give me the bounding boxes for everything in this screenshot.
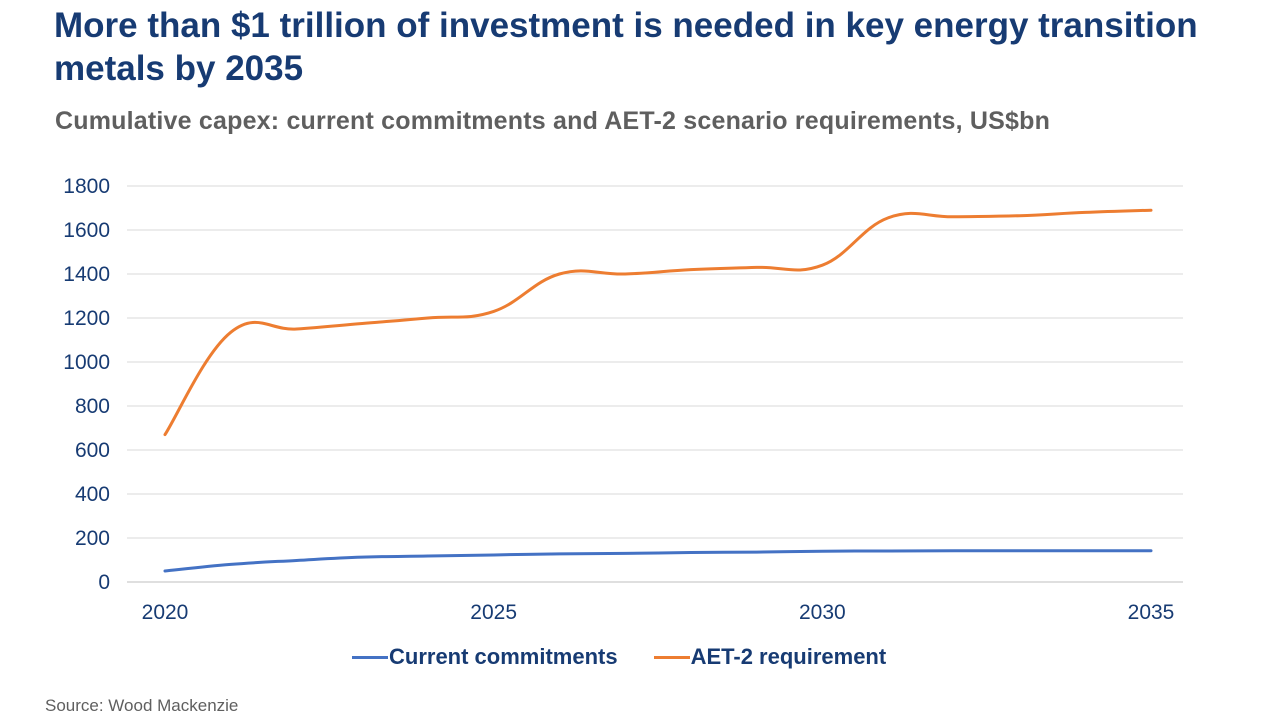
y-tick-label-1800: 1800 <box>63 175 110 198</box>
y-tick-label-600: 600 <box>75 439 110 462</box>
x-tick-label-2020: 2020 <box>142 601 189 624</box>
series-line-current-commitments <box>163 549 1153 573</box>
legend-item-aet2-requirement: AET-2 requirement <box>653 644 887 670</box>
y-tick-label-1200: 1200 <box>63 307 110 330</box>
y-tick-label-400: 400 <box>75 483 110 506</box>
legend-label-current-commitments: Current commitments <box>389 644 618 669</box>
chart-subtitle: Cumulative capex: current commitments an… <box>55 107 1051 135</box>
series-lines <box>163 208 1153 573</box>
y-tick-label-1400: 1400 <box>63 263 110 286</box>
x-tick-label-2030: 2030 <box>799 601 846 624</box>
y-tick-label-800: 800 <box>75 395 110 418</box>
series-line-aet-2-requirement <box>163 208 1153 437</box>
gridlines <box>127 185 1183 583</box>
y-tick-label-200: 200 <box>75 527 110 550</box>
legend-item-current-commitments: Current commitments <box>352 644 618 670</box>
legend-label-aet2-requirement: AET-2 requirement <box>690 644 887 669</box>
x-tick-label-2025: 2025 <box>470 601 517 624</box>
y-tick-label-1600: 1600 <box>63 219 110 242</box>
x-tick-label-2035: 2035 <box>1128 601 1175 624</box>
y-tick-label-0: 0 <box>98 571 110 594</box>
chart-title: More than $1 trillion of investment is n… <box>54 6 1198 88</box>
source-note: Source: Wood Mackenzie <box>45 696 239 715</box>
y-axis-ticks: 0 200 400 600 800 1000 1200 1400 1600 1800 <box>63 175 110 594</box>
y-tick-label-1000: 1000 <box>63 351 110 374</box>
legend: Current commitments AET-2 requirement <box>352 642 922 672</box>
x-axis-ticks: 2020 2025 2030 2035 <box>142 601 1175 624</box>
legend-swatch-current-commitments <box>352 655 388 659</box>
legend-swatch-aet2-requirement <box>653 655 690 659</box>
